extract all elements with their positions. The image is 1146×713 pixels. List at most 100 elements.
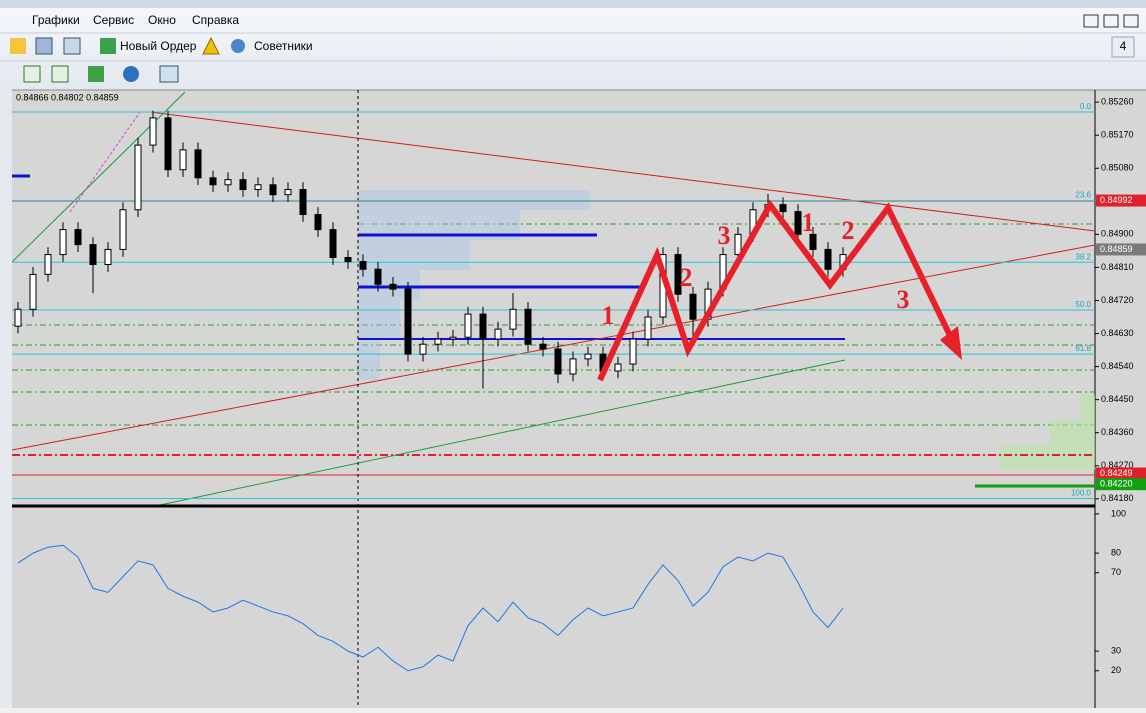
candle-body — [299, 189, 307, 216]
candle-body — [59, 229, 67, 256]
price-tag-label: 0.84992 — [1100, 195, 1133, 205]
toolbar-area — [0, 0, 1146, 90]
price-tag — [1096, 194, 1146, 207]
icon[interactable] — [10, 38, 26, 54]
wave-label: 2 — [842, 216, 855, 245]
candle-body — [674, 254, 682, 295]
experts-button[interactable]: Советники — [254, 39, 313, 53]
y-tick-label: 0.85080 — [1101, 163, 1134, 173]
candle-body — [509, 308, 517, 330]
y-tick-label: 0.84720 — [1101, 295, 1134, 305]
candle-body — [344, 257, 352, 263]
candle-body — [209, 177, 217, 186]
y-tick-label: 70 — [1111, 567, 1121, 577]
candle-body — [14, 308, 22, 327]
minimize-button[interactable] — [1083, 14, 1099, 28]
drawings — [11, 90, 1096, 708]
candle-body — [404, 288, 412, 355]
candle-body — [44, 254, 52, 275]
candle-body — [134, 144, 142, 211]
candle-body — [584, 353, 592, 360]
candle-body — [179, 149, 187, 171]
candle-body — [329, 229, 337, 259]
title-strip — [0, 0, 1146, 8]
fib-label: 50.0 — [1075, 300, 1091, 309]
icon[interactable] — [123, 66, 139, 82]
y-tick-label: 0.85260 — [1101, 96, 1134, 106]
candle-body — [494, 328, 502, 340]
price-tag — [1096, 243, 1146, 256]
candle-body — [374, 268, 382, 285]
candle-body — [104, 248, 112, 265]
menu-item[interactable]: Графики — [32, 13, 80, 27]
candle-body — [824, 248, 832, 270]
menu-item[interactable]: Сервис — [93, 13, 134, 27]
y-tick-label: 100 — [1111, 508, 1126, 518]
restore-button[interactable] — [1103, 14, 1119, 28]
chart-area — [12, 90, 1146, 708]
experts-icon[interactable] — [231, 39, 245, 53]
candle-body — [224, 179, 232, 186]
icon[interactable] — [23, 65, 41, 83]
candle-body — [254, 184, 262, 191]
y-tick-label: 30 — [1111, 646, 1121, 656]
trend-line — [69, 111, 141, 213]
icon[interactable] — [35, 37, 53, 55]
y-tick-label: 0.84810 — [1101, 262, 1134, 272]
candle-body — [449, 336, 457, 340]
candle-body — [809, 233, 817, 250]
fib-label: 61.8 — [1075, 344, 1091, 353]
candle-body — [314, 214, 322, 231]
new-order-button[interactable]: Новый Ордер — [120, 39, 197, 53]
indicator-line — [17, 544, 844, 672]
candle-body — [284, 189, 292, 196]
y-tick-label: 80 — [1111, 547, 1121, 557]
fib-label: 23.6 — [1075, 191, 1091, 200]
y-tick-label: 0.84270 — [1101, 460, 1134, 470]
zigzag-arrow — [597, 199, 961, 382]
y-tick-label: 0.85170 — [1101, 130, 1134, 140]
icon[interactable] — [88, 66, 104, 82]
candle-body — [194, 149, 202, 179]
wave-label: 1 — [602, 301, 615, 330]
candle-body — [164, 117, 172, 171]
new-order-icon[interactable] — [100, 38, 116, 54]
candle-body — [779, 204, 787, 213]
candle-body — [734, 233, 742, 256]
icon[interactable] — [51, 65, 69, 83]
menu-item[interactable]: Окно — [148, 13, 176, 27]
arrow-head — [940, 326, 962, 360]
toolbar-1: Новый Ордер Советники 4 — [10, 36, 1135, 58]
y-tick-label: 0.84360 — [1101, 427, 1134, 437]
icon[interactable] — [202, 36, 220, 55]
fib-label: 0.0 — [1080, 102, 1092, 111]
candle-body — [29, 273, 37, 310]
candle-body — [119, 209, 127, 250]
icon[interactable] — [63, 37, 81, 55]
candle-body — [689, 293, 697, 320]
trend-line — [149, 111, 1096, 232]
y-tick-label: 0.84180 — [1101, 493, 1134, 503]
price-tag-label: 0.84220 — [1100, 479, 1133, 489]
candle-body — [149, 117, 157, 146]
icon[interactable] — [159, 65, 179, 83]
tab-box[interactable] — [1111, 36, 1135, 58]
candle-body — [359, 261, 367, 270]
left-strip — [0, 90, 12, 708]
price-tag — [1096, 478, 1146, 491]
candle-body — [434, 338, 442, 345]
price-tag-label: 0.84859 — [1100, 244, 1133, 254]
close-button[interactable] — [1123, 14, 1139, 28]
candle-body — [389, 283, 397, 290]
candle-body — [419, 343, 427, 355]
volume-profile — [1000, 395, 1095, 470]
candle-body — [464, 313, 472, 338]
candle-body — [554, 348, 562, 375]
toolbar-2 — [23, 65, 179, 83]
y-tick-label: 20 — [1111, 665, 1121, 675]
candle-body — [614, 363, 622, 372]
menu-item[interactable]: Справка — [192, 13, 239, 27]
overlay: 1231233 — [597, 199, 962, 382]
y-tick-label: 0.84450 — [1101, 394, 1134, 404]
